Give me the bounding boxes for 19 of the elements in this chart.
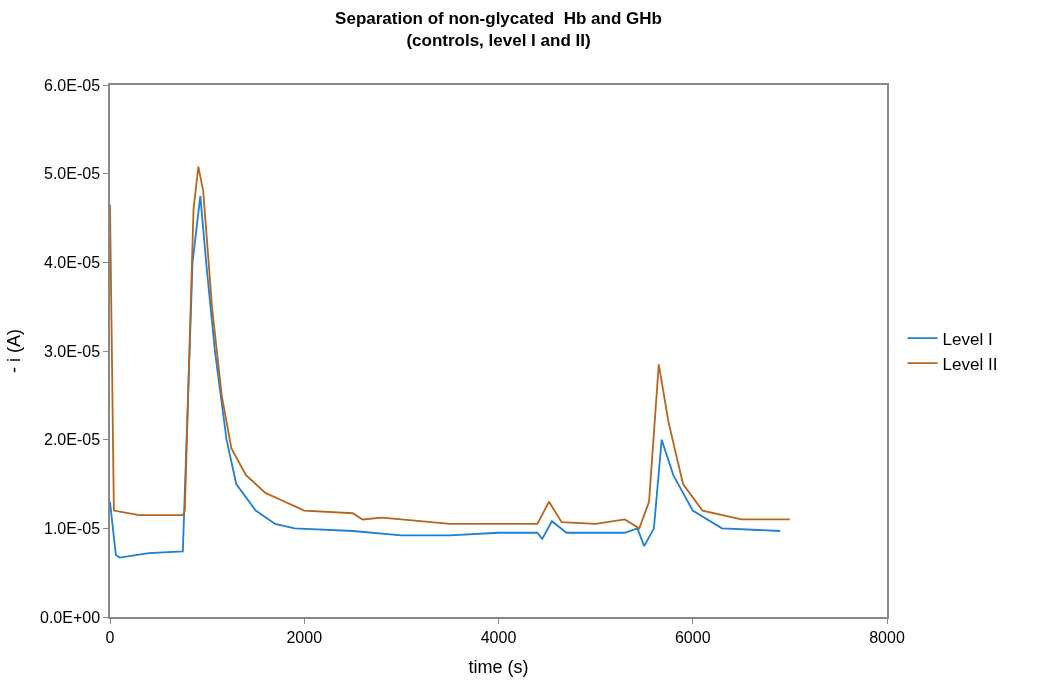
line-series bbox=[110, 165, 791, 530]
y-tick-label: 3.0E-05 bbox=[44, 342, 101, 360]
y-tick-label: 2.0E-05 bbox=[44, 431, 101, 449]
y-tick-label: 5.0E-05 bbox=[44, 165, 101, 183]
line-series bbox=[110, 194, 782, 559]
y-tick-label: 1.0E-05 bbox=[44, 519, 101, 537]
x-axis-title: time (s) bbox=[468, 656, 529, 677]
chart-title: Separation of non-glycated Hb and GHb (controls, level I and II) bbox=[335, 9, 662, 51]
x-tick-label: 6000 bbox=[674, 628, 711, 646]
x-tick-label: 0 bbox=[105, 628, 115, 646]
legend-label: Level I bbox=[942, 329, 993, 349]
y-tick-label: 0.0E+00 bbox=[39, 608, 101, 626]
x-tick-label: 8000 bbox=[869, 628, 905, 646]
y-axis-title: - i (A) bbox=[3, 329, 24, 373]
x-tick-label: 4000 bbox=[480, 628, 517, 646]
x-tick-label: 2000 bbox=[286, 628, 323, 646]
y-tick-label: 4.0E-05 bbox=[44, 253, 101, 271]
y-tick-label: 6.0E-05 bbox=[44, 76, 101, 94]
legend-label: Level II bbox=[942, 354, 998, 374]
